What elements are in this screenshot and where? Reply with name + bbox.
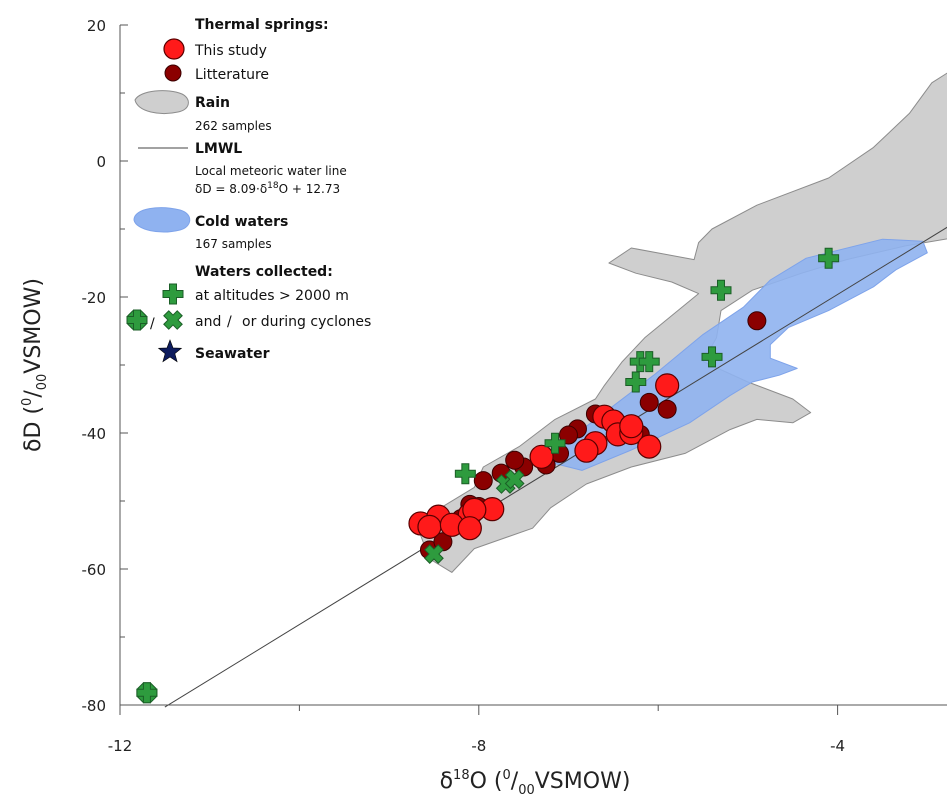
legend-cross-shape <box>163 310 183 330</box>
legend-this-study: This study <box>194 43 267 59</box>
legend-waters-altitude: at altitudes > 2000 m <box>195 288 349 304</box>
point-altitude <box>701 346 723 368</box>
x-axis-title: δ18O (0/00VSMOW) <box>440 768 631 796</box>
legend-marker-slash: / <box>150 316 155 332</box>
y-tick-label: -20 <box>82 289 107 307</box>
y-axis-title: δD (0/00VSMOW) <box>20 278 50 452</box>
legend-literature-marker <box>164 64 182 82</box>
x-tick-label: -12 <box>108 737 133 755</box>
legend-rain-swatch <box>134 90 189 114</box>
point-this-study <box>529 444 554 469</box>
legend-seawater-marker <box>157 339 183 363</box>
legend-combined-marker <box>126 309 148 331</box>
point-this-study <box>655 373 680 398</box>
axes <box>119 24 947 715</box>
point-altitude <box>625 371 647 393</box>
data-points <box>136 247 840 704</box>
point-this-study <box>574 438 599 463</box>
point-cyclone-shape <box>504 469 525 490</box>
legend-lmwl-title: LMWL <box>195 141 242 157</box>
lmwl-line <box>164 226 947 708</box>
legend-literature: Litterature <box>195 67 269 83</box>
legend-lmwl-desc: Local meteoric water line <box>195 164 347 178</box>
point-literature <box>473 471 493 491</box>
y-tick-label: -60 <box>82 561 107 579</box>
legend-seawater: Seawater <box>195 346 270 362</box>
point-literature <box>747 311 767 331</box>
point-altitude <box>454 463 476 485</box>
point-this-study <box>619 414 644 439</box>
point-altitude <box>638 351 660 373</box>
point-cyclone <box>424 544 444 564</box>
point-this-study <box>417 514 442 539</box>
legend-star-shape <box>157 339 183 363</box>
legend-rain-count: 262 samples <box>195 119 272 133</box>
y-tick-label: -40 <box>82 425 107 443</box>
legend-waters-cyclones: or during cyclones <box>242 314 371 330</box>
legend-cross-shape-shape <box>163 310 183 330</box>
legend: Thermal springs: This study Litterature … <box>126 17 371 363</box>
y-tick-label: 20 <box>87 17 106 35</box>
point-altitude <box>818 247 840 269</box>
legend-cyclone-marker <box>163 310 183 330</box>
legend-rain-title: Rain <box>195 95 230 111</box>
legend-thermal-title: Thermal springs: <box>195 17 329 33</box>
y-tick-label: -80 <box>82 697 107 715</box>
legend-combined-plus <box>126 309 148 331</box>
point-literature <box>657 399 677 419</box>
point-this-study <box>457 516 482 541</box>
legend-cold-count: 167 samples <box>195 237 272 251</box>
point-altitude <box>710 279 732 301</box>
legend-waters-title: Waters collected: <box>195 264 333 280</box>
legend-and-or-slash: / <box>227 314 232 330</box>
point-literature <box>505 450 525 470</box>
point-this-study <box>637 434 662 459</box>
point-combined-plus <box>136 682 158 704</box>
point-literature <box>639 392 659 412</box>
legend-altitude-marker <box>162 283 184 305</box>
x-tick-label: -8 <box>471 737 486 755</box>
legend-plus-shape <box>162 283 184 305</box>
legend-waters-and: and <box>195 314 221 330</box>
point-altitude <box>544 432 566 454</box>
legend-lmwl-equation: δD = 8.09·δ18O + 12.73 <box>195 181 340 196</box>
point-cyclone <box>504 469 525 490</box>
legend-cold-swatch <box>133 207 191 233</box>
y-tick-label: 0 <box>96 153 106 171</box>
x-tick-label: -4 <box>830 737 845 755</box>
legend-this-study-marker <box>163 38 185 60</box>
point-cyclone-shape <box>424 544 444 564</box>
legend-cold-title: Cold waters <box>195 214 288 230</box>
